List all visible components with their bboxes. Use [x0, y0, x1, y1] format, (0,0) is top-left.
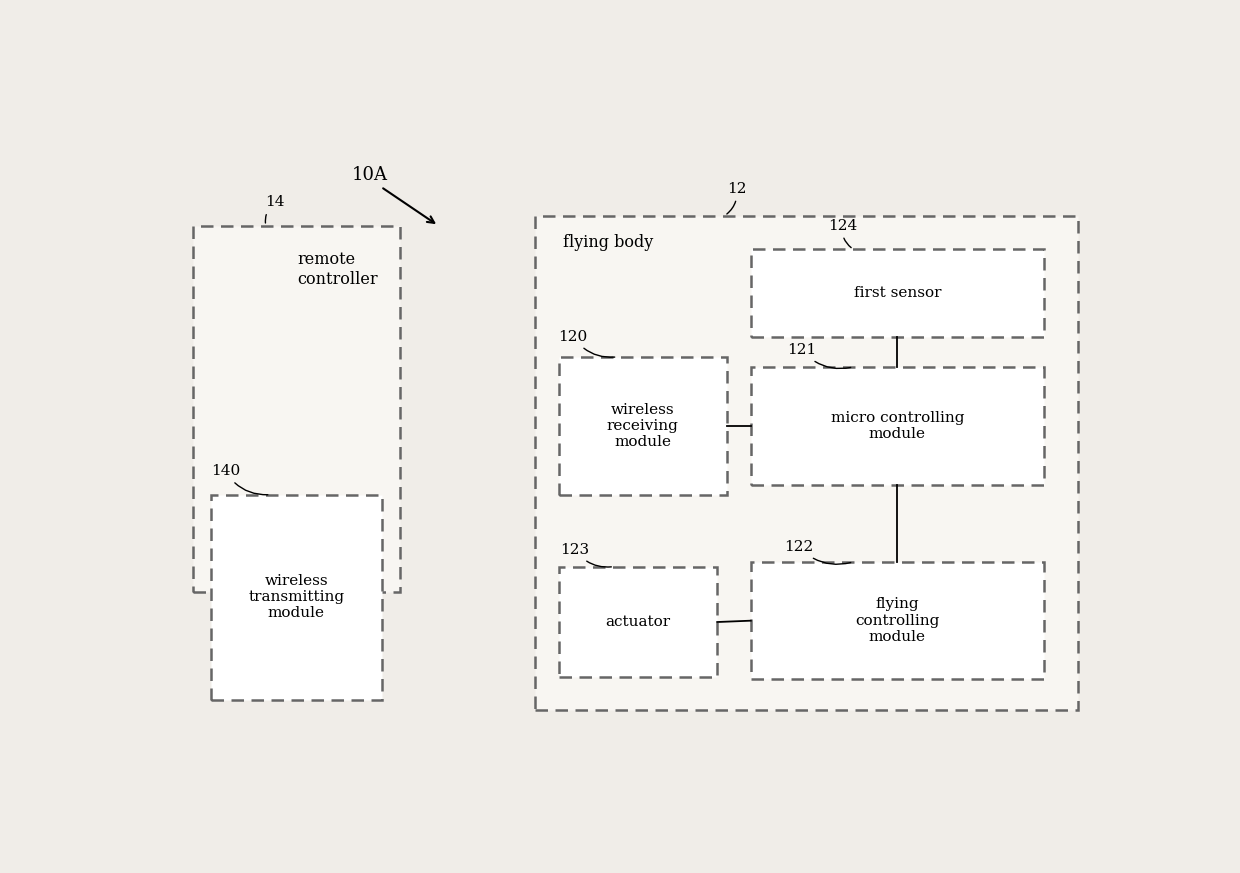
- Text: 123: 123: [560, 543, 611, 567]
- Bar: [534, 216, 1078, 710]
- Bar: [211, 495, 382, 699]
- Text: first sensor: first sensor: [853, 286, 941, 300]
- Bar: [193, 226, 401, 592]
- Text: 124: 124: [828, 219, 857, 248]
- Bar: [558, 357, 727, 495]
- Text: flying body: flying body: [563, 234, 653, 251]
- Text: 122: 122: [785, 540, 851, 564]
- Text: micro controlling
module: micro controlling module: [831, 410, 965, 441]
- Text: 120: 120: [558, 330, 615, 357]
- Bar: [751, 562, 1044, 679]
- Text: wireless
receiving
module: wireless receiving module: [606, 402, 678, 449]
- Text: actuator: actuator: [605, 615, 671, 629]
- Bar: [751, 250, 1044, 337]
- Text: 10A: 10A: [352, 167, 388, 184]
- Text: 140: 140: [211, 464, 268, 495]
- Text: remote
controller: remote controller: [298, 251, 378, 288]
- Text: 12: 12: [727, 182, 746, 214]
- Text: 121: 121: [787, 343, 851, 368]
- Bar: [751, 367, 1044, 485]
- Text: 14: 14: [265, 196, 285, 223]
- Text: wireless
transmitting
module: wireless transmitting module: [248, 574, 345, 621]
- Bar: [558, 567, 717, 677]
- Text: flying
controlling
module: flying controlling module: [856, 597, 940, 644]
